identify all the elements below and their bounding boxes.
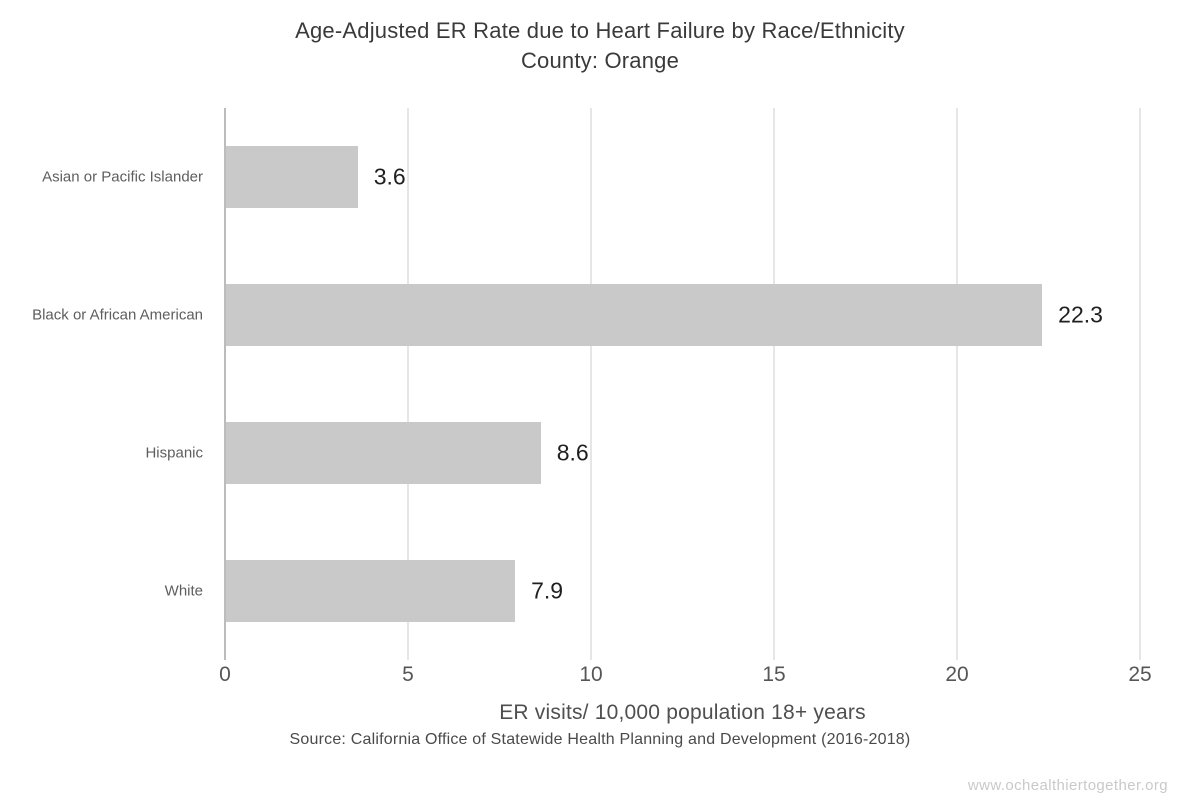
chart-title-block: Age-Adjusted ER Rate due to Heart Failur…: [0, 16, 1200, 76]
x-tick-label: 25: [1128, 663, 1152, 686]
x-tick-label: 20: [945, 663, 969, 686]
x-tick-label: 0: [219, 663, 231, 686]
chart-title: Age-Adjusted ER Rate due to Heart Failur…: [295, 18, 905, 43]
plot-area: 3.6 22.3 8.6 7.9: [224, 108, 1141, 660]
value-label: 7.9: [531, 577, 564, 604]
x-axis-label: ER visits/ 10,000 population 18+ years: [499, 701, 866, 724]
source-note: Source: California Office of Statewide H…: [289, 731, 911, 748]
value-label: 22.3: [1058, 301, 1103, 328]
category-axis: Asian or Pacific Islander Black or Africa…: [0, 108, 203, 660]
bar-asian-or-pacific-islander: [226, 146, 358, 208]
watermark-link[interactable]: www.ochealthiertogether.org: [967, 777, 1168, 794]
bar-hispanic: [226, 422, 541, 484]
gridline: [1139, 108, 1141, 660]
value-label: 3.6: [373, 163, 406, 190]
x-tick-label: 5: [402, 663, 414, 686]
bar-black-or-african-american: [226, 284, 1043, 346]
chart-subtitle: County: Orange: [520, 48, 680, 73]
gridline: [956, 108, 958, 660]
category-label: Hispanic: [145, 444, 203, 462]
category-label: White: [164, 582, 203, 600]
y-axis-line: [224, 108, 226, 660]
value-label: 8.6: [556, 439, 589, 466]
gridline: [407, 108, 409, 660]
x-ticks: 0 5 10 15 20 25: [219, 663, 1152, 694]
bar-white: [226, 560, 516, 622]
gridline: [773, 108, 775, 660]
category-label: Black or African American: [32, 306, 203, 324]
gridline: [590, 108, 592, 660]
category-label: Asian or Pacific Islander: [42, 168, 203, 186]
x-tick-label: 10: [579, 663, 603, 686]
x-tick-label: 15: [762, 663, 786, 686]
